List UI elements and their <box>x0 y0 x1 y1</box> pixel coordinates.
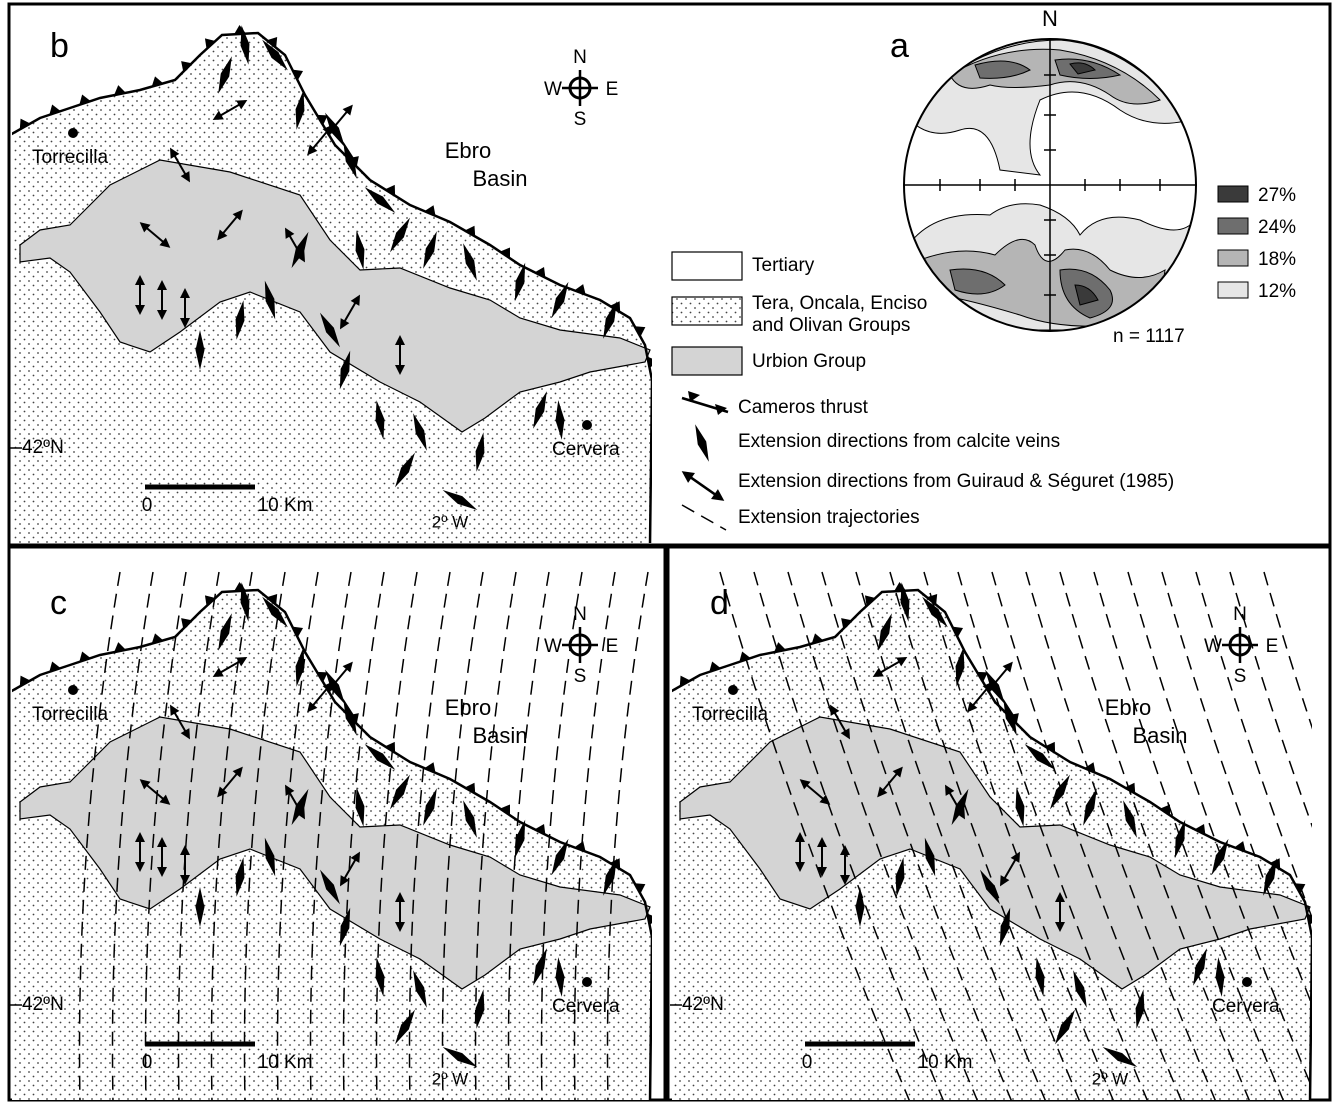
contour-label: 27% <box>1258 185 1296 206</box>
extension-trajectory <box>682 505 726 530</box>
map: d N SW E Torrecilla Ebro Basin Cervera 42ºN 0 10 K… <box>670 572 1333 1102</box>
latitude-label: 42ºN <box>682 994 724 1015</box>
scale-end: 10 Km <box>918 1052 973 1073</box>
town-dot <box>728 685 738 695</box>
contour-label: 18% <box>1258 249 1296 270</box>
legend-swatch <box>672 297 742 325</box>
compass-e: E <box>606 636 619 657</box>
legend-label: and Olivan Groups <box>752 315 910 336</box>
arrow-shaft <box>332 110 349 130</box>
scale-end: 10 Km <box>258 495 313 516</box>
latitude-label: 42ºN <box>22 994 64 1015</box>
longitude-label: 2º W <box>1092 1069 1128 1088</box>
body: bNSWETorrecillaEbroBasinCervera42ºN010 K… <box>0 0 1333 1107</box>
legend-label: Cameros thrust <box>738 397 869 418</box>
contour-label: 24% <box>1258 217 1296 238</box>
basin-label: Ebro <box>1105 695 1151 720</box>
town-label: Torrecilla <box>692 704 768 725</box>
town-dot <box>582 977 592 987</box>
scale-start: 0 <box>802 1052 813 1073</box>
figure: bNSWETorrecillaEbroBasinCervera42ºN010 K… <box>0 0 1333 1102</box>
compass-s: S <box>574 109 587 130</box>
town-label: Torrecilla <box>32 147 108 168</box>
longitude-label: 2º W <box>432 512 468 531</box>
latitude-label: 42ºN <box>22 437 64 458</box>
page: {"panel_b":{"label":"b","compass":{"n":"… <box>0 0 1333 1107</box>
compass-n: N <box>573 604 587 625</box>
thrust-tooth <box>651 457 660 469</box>
contour-swatch <box>1218 282 1248 298</box>
map: c N SW E Torrecilla Ebro Basin Cervera 42ºN 0 10 K… <box>10 572 660 1102</box>
sample-count: n = 1117 <box>1113 326 1185 347</box>
basin-label: Ebro <box>445 138 491 163</box>
north-label: N <box>1042 6 1058 31</box>
panel-label: a <box>890 27 909 65</box>
legend-swatch <box>672 347 742 375</box>
map-body <box>10 572 660 1102</box>
arrow-head <box>678 466 695 483</box>
contour-swatch <box>1218 250 1248 266</box>
basin-label: Basin <box>472 166 527 191</box>
legend-label: Extension directions from calcite veins <box>738 431 1060 452</box>
town-dot <box>68 128 78 138</box>
basin-label: Ebro <box>445 695 491 720</box>
map-body <box>10 25 660 545</box>
contour-label: 12% <box>1258 281 1296 302</box>
town-label: Cervera <box>552 996 620 1017</box>
compass-e: E <box>1266 636 1279 657</box>
compass-e: E <box>606 79 619 100</box>
contour-swatch <box>1218 218 1248 234</box>
compass-n: N <box>1233 604 1247 625</box>
compass-n: N <box>573 47 587 68</box>
town-dot <box>582 420 592 430</box>
panel-label: c <box>50 584 67 622</box>
basin-label: Basin <box>1132 723 1187 748</box>
compass-w: W <box>544 79 562 100</box>
stereonet: a N 27% 24% 18% 12% n = 1117 <box>890 6 1296 347</box>
longitude-label: 2º W <box>432 1069 468 1088</box>
contour-swatch <box>1218 186 1248 202</box>
compass-s: S <box>1234 666 1247 687</box>
compass-w: W <box>1204 636 1222 657</box>
vein-direction <box>691 423 713 464</box>
arrow-shaft <box>992 667 1009 687</box>
guiraud-direction <box>678 466 727 506</box>
legend-label: Extension trajectories <box>738 507 920 528</box>
scale-start: 0 <box>142 495 153 516</box>
map: b N SW E Torrecilla Ebro Basin Cervera 42ºN 0 10 K… <box>10 25 660 545</box>
thrust-tooth <box>1311 1014 1320 1026</box>
legend-label: Tertiary <box>752 255 815 276</box>
basin-label: Basin <box>472 723 527 748</box>
thrust-tooth <box>715 404 727 415</box>
compass-w: W <box>544 636 562 657</box>
panel-label: b <box>50 27 69 65</box>
legend-label: Tera, Oncala, Enciso <box>752 293 927 314</box>
legend-label: Urbion Group <box>752 351 866 372</box>
town-label: Torrecilla <box>32 704 108 725</box>
legend-swatch <box>672 252 742 280</box>
town-dot <box>68 685 78 695</box>
panel-label: d <box>710 584 729 622</box>
arrow-shaft <box>688 476 717 497</box>
scale-start: 0 <box>142 1052 153 1073</box>
town-dot <box>1242 977 1252 987</box>
legend-label: Extension directions from Guiraud & Ségu… <box>738 471 1174 492</box>
town-label: Cervera <box>1212 996 1280 1017</box>
arrow-head <box>711 489 728 506</box>
compass-s: S <box>574 666 587 687</box>
town-label: Cervera <box>552 439 620 460</box>
thrust-tooth <box>651 1014 660 1026</box>
scale-end: 10 Km <box>258 1052 313 1073</box>
arrow-shaft <box>332 667 349 687</box>
